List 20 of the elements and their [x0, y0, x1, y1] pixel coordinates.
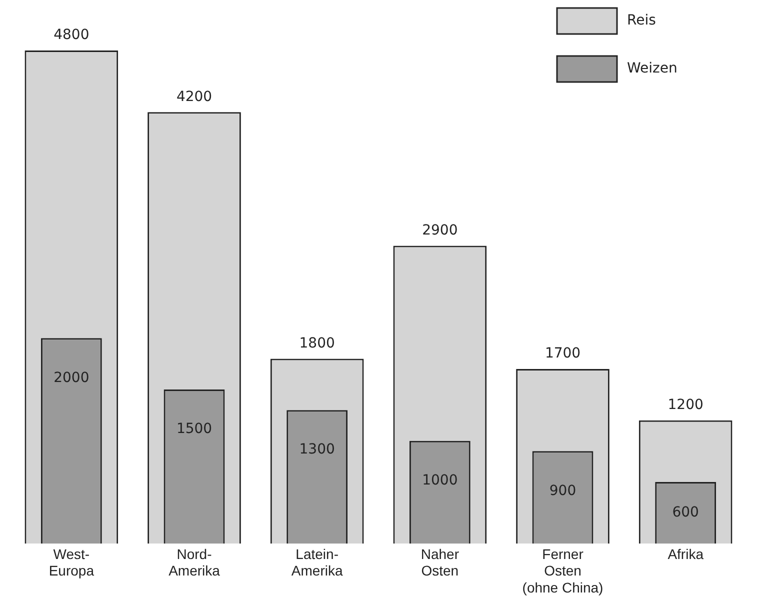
legend-label: Reis [627, 12, 656, 29]
x-tick-label: Ferner Osten (ohne China) [522, 546, 604, 596]
data-label: 2000 [54, 370, 90, 386]
data-label: 600 [672, 504, 699, 520]
x-tick-label: Nord- Amerika [168, 546, 220, 579]
data-label: 1500 [176, 421, 212, 438]
data-label: 2900 [422, 222, 458, 238]
data-label: 900 [549, 482, 576, 499]
x-tick-label: Naher Osten [420, 546, 460, 579]
data-label: 1800 [299, 335, 335, 352]
x-tick-label: West- Europa [48, 546, 94, 579]
data-label: 4200 [176, 88, 212, 105]
data-label: 1000 [422, 472, 458, 489]
data-label: 1200 [668, 396, 704, 413]
data-label: 1300 [299, 442, 335, 458]
x-tick-label: Latein- Amerika [291, 546, 343, 579]
data-label: 4800 [54, 27, 90, 44]
legend-label: Weizen [627, 60, 678, 77]
data-label: 1700 [544, 346, 581, 362]
x-tick-label: Afrika [668, 546, 704, 562]
